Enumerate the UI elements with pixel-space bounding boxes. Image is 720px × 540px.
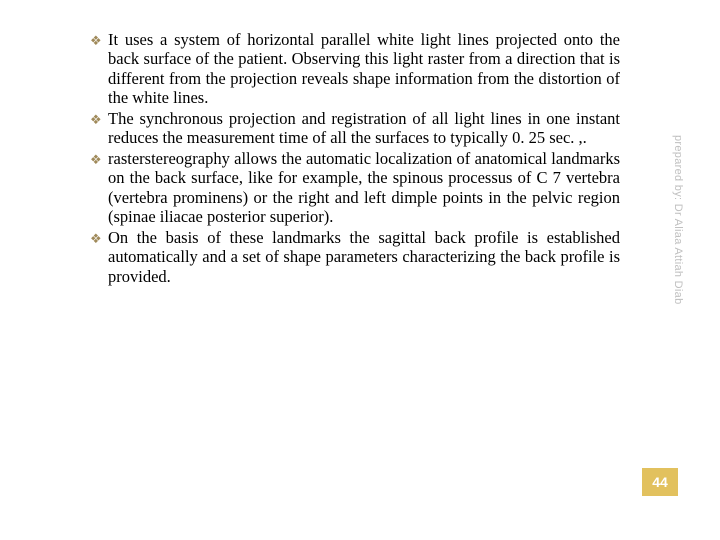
diamond-bullet-icon: ❖ (90, 109, 108, 130)
page-number: 44 (642, 468, 678, 496)
diamond-bullet-icon: ❖ (90, 149, 108, 170)
slide: ❖ It uses a system of horizontal paralle… (0, 0, 720, 540)
diamond-bullet-icon: ❖ (90, 228, 108, 249)
bullet-text: On the basis of these landmarks the sagi… (108, 228, 620, 286)
diamond-bullet-icon: ❖ (90, 30, 108, 51)
list-item: ❖ rasterstereography allows the automati… (90, 149, 620, 227)
bullet-text: rasterstereography allows the automatic … (108, 149, 620, 227)
side-author-label: prepared by: Dr Aliaa Attiah Diab (672, 135, 684, 305)
list-item: ❖ The synchronous projection and registr… (90, 109, 620, 148)
bullet-list: ❖ It uses a system of horizontal paralle… (90, 30, 620, 287)
bullet-text: It uses a system of horizontal parallel … (108, 30, 620, 108)
list-item: ❖ It uses a system of horizontal paralle… (90, 30, 620, 108)
list-item: ❖ On the basis of these landmarks the sa… (90, 228, 620, 286)
bullet-text: The synchronous projection and registrat… (108, 109, 620, 148)
